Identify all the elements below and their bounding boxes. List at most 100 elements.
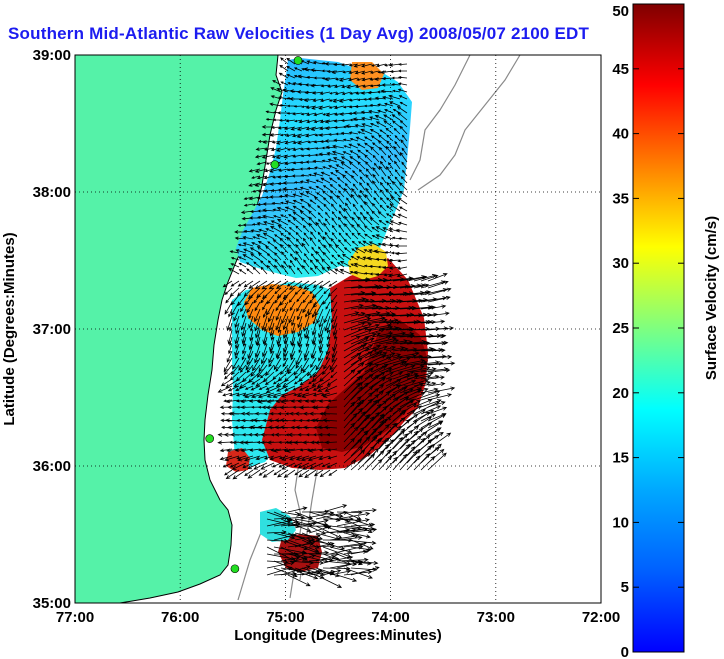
velocity-vector (336, 511, 371, 520)
velocity-vector (328, 177, 338, 184)
velocity-vector (242, 392, 254, 397)
velocity-vector (256, 245, 268, 254)
velocity-vector (343, 401, 362, 422)
lat-tick-label: 36:00 (33, 458, 71, 475)
velocity-vector (244, 392, 261, 399)
velocity-vector (341, 253, 352, 261)
velocity-vector (266, 264, 275, 275)
velocity-vector (397, 69, 407, 73)
velocity-vector (289, 455, 303, 461)
lat-tick-label: 37:00 (33, 321, 71, 338)
velocity-vector (420, 393, 441, 401)
velocity-vector (318, 322, 324, 339)
velocity-vector (307, 140, 317, 144)
velocity-vector (324, 440, 338, 445)
velocity-vector (365, 187, 373, 198)
velocity-vector (289, 96, 303, 101)
velocity-vector (235, 350, 240, 360)
velocity-vector (242, 242, 254, 247)
velocity-vector (225, 399, 240, 404)
velocity-vector (267, 425, 282, 430)
velocity-vector (280, 81, 289, 86)
velocity-vector (250, 322, 254, 332)
velocity-vector (336, 194, 345, 205)
velocity-vector (399, 379, 417, 387)
velocity-vector (242, 254, 254, 261)
velocity-vector (326, 329, 331, 341)
velocity-vector (308, 222, 317, 233)
velocity-vector (318, 280, 331, 289)
velocity-vector (350, 303, 377, 310)
velocity-vector (312, 280, 324, 288)
velocity-vector (357, 348, 378, 359)
velocity-vector (238, 269, 247, 275)
velocity-vector (312, 315, 317, 325)
velocity-vector (350, 333, 377, 345)
velocity-vector (393, 145, 401, 156)
velocity-vector (385, 356, 411, 366)
velocity-vector (312, 61, 324, 65)
velocity-vector (237, 280, 247, 287)
velocity-vector (336, 560, 363, 569)
velocity-vector (321, 258, 331, 268)
velocity-vector (298, 469, 310, 478)
velocity-vector (356, 223, 366, 233)
velocity-vector (237, 243, 247, 247)
velocity-vector (273, 264, 282, 275)
velocity-vector (304, 399, 317, 403)
velocity-vector (240, 448, 254, 453)
lon-tick-label: 73:00 (477, 609, 515, 626)
velocity-vector (309, 371, 317, 379)
velocity-vector (291, 174, 302, 178)
velocity-vector (278, 455, 289, 460)
velocity-vector (298, 119, 310, 124)
velocity-vector (308, 525, 332, 534)
velocity-vector (397, 259, 408, 263)
velocity-vector (393, 127, 401, 135)
lat-tick-label: 39:00 (33, 47, 71, 64)
velocity-vector (251, 175, 261, 179)
velocity-vector (243, 280, 254, 288)
velocity-vector (384, 102, 394, 107)
velocity-vector (310, 126, 324, 131)
velocity-vector (399, 365, 425, 373)
velocity-vector (364, 365, 387, 380)
velocity-vector (240, 315, 247, 331)
velocity-vector (318, 329, 324, 345)
velocity-vector (301, 105, 310, 108)
velocity-vector (394, 154, 401, 163)
velocity-vector (277, 322, 282, 334)
velocity-vector (353, 262, 366, 268)
velocity-vector (371, 336, 397, 345)
velocity-vector (337, 216, 345, 226)
velocity-vector (224, 287, 233, 296)
velocity-vector (336, 262, 345, 268)
velocity-vector (275, 399, 289, 404)
velocity-vector (303, 322, 310, 339)
velocity-vector (331, 210, 338, 219)
velocity-vector (299, 167, 309, 171)
velocity-vector (263, 308, 268, 319)
velocity-vector (266, 294, 275, 305)
velocity-vector (350, 396, 362, 408)
velocity-vector (256, 161, 268, 166)
velocity-vector (391, 76, 400, 80)
velocity-vector (323, 357, 331, 370)
velocity-vector (308, 216, 317, 226)
velocity-vector (273, 252, 282, 261)
velocity-vector (256, 287, 268, 299)
velocity-vector (296, 126, 310, 131)
velocity-vector (306, 329, 310, 340)
velocity-vector (279, 418, 296, 423)
velocity-vector (295, 231, 303, 240)
velocity-vector (413, 453, 431, 471)
velocity-vector (334, 268, 345, 275)
velocity-vector (292, 199, 303, 205)
velocity-vector (249, 247, 261, 254)
field-orange-n (350, 62, 384, 90)
velocity-vector (301, 569, 323, 576)
velocity-vector (336, 574, 358, 582)
velocity-vector (399, 151, 408, 163)
velocity-vector (319, 469, 331, 478)
velocity-vector (305, 336, 310, 348)
